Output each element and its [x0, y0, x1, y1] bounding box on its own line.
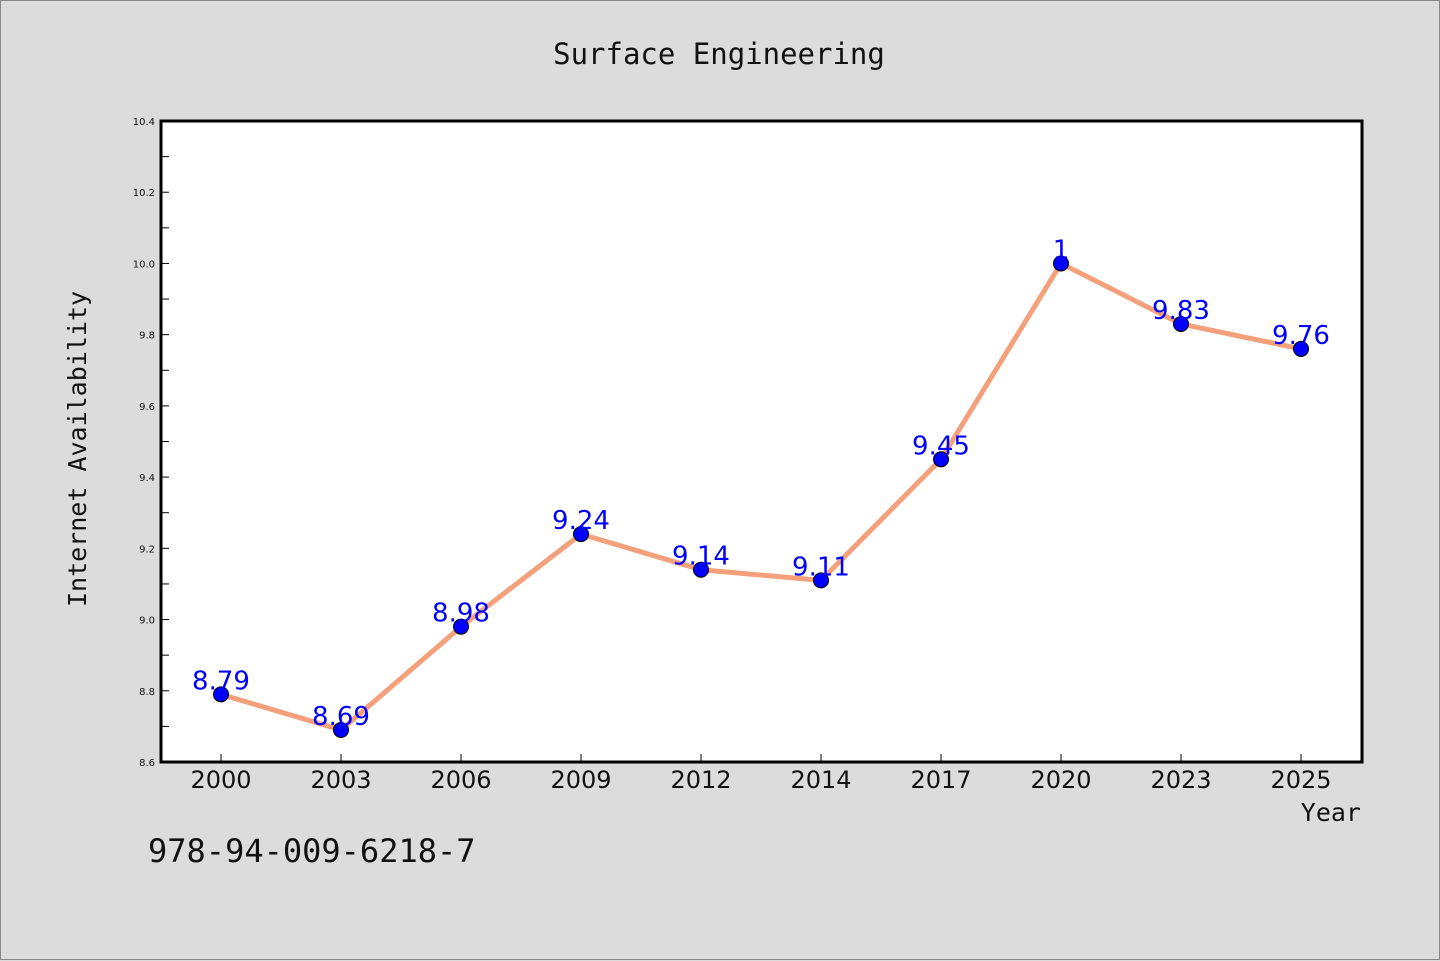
plot-area — [159, 119, 1364, 764]
data-label: 9.11 — [792, 552, 850, 582]
data-label: 9.83 — [1152, 296, 1210, 326]
x-tick-label: 2014 — [790, 766, 851, 794]
data-point — [333, 721, 349, 738]
y-tick-label: 10.4 — [133, 117, 155, 128]
series-group: 8.79 8.69 8.98 9.24 9.14 9.11 9.45 1 9.83 9.76 — [192, 235, 1330, 738]
data-label: 9.45 — [912, 431, 970, 461]
y-tick-label: 9.2 — [139, 544, 155, 555]
x-tick-label: 2012 — [670, 766, 731, 794]
data-point — [933, 451, 949, 468]
x-tick-label: 2000 — [190, 766, 251, 794]
data-point — [213, 686, 229, 703]
data-label: 8.98 — [432, 599, 490, 629]
y-axis-label: Internet Availability — [63, 291, 92, 607]
data-point — [573, 526, 589, 543]
data-label: 9.14 — [672, 542, 730, 572]
y-tick-label: 9.6 — [139, 402, 155, 413]
data-label: 9.24 — [552, 506, 610, 536]
x-axis-ticks: 2000 2003 2006 2009 2012 2014 2017 2020 2023 2025 — [190, 754, 1332, 794]
data-point — [1293, 340, 1309, 357]
y-tick-label: 9.8 — [139, 331, 155, 342]
data-label: 1 — [1053, 235, 1070, 265]
x-tick-label: 2006 — [430, 766, 491, 794]
data-point — [693, 561, 709, 578]
chart-title: Surface Engineering — [553, 37, 885, 71]
y-tick-label: 8.8 — [139, 687, 155, 698]
series-line — [218, 260, 1304, 733]
data-point — [1053, 255, 1069, 272]
x-tick-label: 2003 — [310, 766, 371, 794]
x-tick-label: 2009 — [550, 766, 611, 794]
data-point — [813, 572, 829, 589]
x-axis-label: Year — [1301, 798, 1361, 827]
y-tick-label: 10.0 — [133, 259, 155, 270]
data-label: 8.69 — [312, 702, 370, 732]
y-axis-ticks: 8.6 8.8 9.0 9.2 9.4 9.6 9.8 10.0 10.2 10.4 — [133, 117, 169, 769]
data-point — [1173, 315, 1189, 332]
x-tick-label: 2023 — [1150, 766, 1211, 794]
data-label: 8.79 — [192, 666, 250, 696]
data-point — [453, 618, 469, 635]
y-tick-label: 10.2 — [133, 188, 155, 199]
x-tick-label: 2017 — [910, 766, 971, 794]
y-tick-label: 8.6 — [139, 758, 155, 769]
x-tick-label: 2020 — [1030, 766, 1091, 794]
y-tick-label: 9.0 — [139, 616, 155, 627]
y-tick-label: 9.4 — [139, 473, 155, 484]
x-tick-label: 2025 — [1270, 766, 1331, 794]
data-label: 9.76 — [1272, 321, 1330, 351]
isbn-label: 978-94-009-6218-7 — [148, 832, 476, 870]
